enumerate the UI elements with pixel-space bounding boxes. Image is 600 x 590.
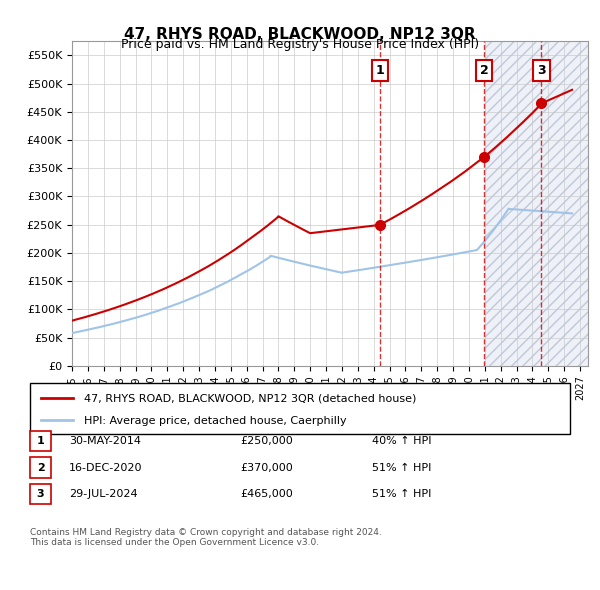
Text: Price paid vs. HM Land Registry's House Price Index (HPI): Price paid vs. HM Land Registry's House … — [121, 38, 479, 51]
Text: £465,000: £465,000 — [240, 489, 293, 499]
Text: 1: 1 — [37, 436, 44, 446]
Text: 51% ↑ HPI: 51% ↑ HPI — [372, 463, 431, 473]
FancyBboxPatch shape — [30, 384, 570, 434]
Text: 51% ↑ HPI: 51% ↑ HPI — [372, 489, 431, 499]
Text: 29-JUL-2024: 29-JUL-2024 — [69, 489, 137, 499]
Text: 40% ↑ HPI: 40% ↑ HPI — [372, 436, 431, 446]
Text: 2: 2 — [480, 64, 488, 77]
Bar — [485, 41, 588, 366]
Text: 47, RHYS ROAD, BLACKWOOD, NP12 3QR (detached house): 47, RHYS ROAD, BLACKWOOD, NP12 3QR (deta… — [84, 394, 416, 404]
Text: 30-MAY-2014: 30-MAY-2014 — [69, 436, 141, 446]
Text: £370,000: £370,000 — [240, 463, 293, 473]
Text: HPI: Average price, detached house, Caerphilly: HPI: Average price, detached house, Caer… — [84, 415, 347, 425]
Bar — [485, 41, 588, 366]
Text: 47, RHYS ROAD, BLACKWOOD, NP12 3QR: 47, RHYS ROAD, BLACKWOOD, NP12 3QR — [124, 27, 476, 41]
Text: 3: 3 — [37, 489, 44, 499]
Text: Contains HM Land Registry data © Crown copyright and database right 2024.: Contains HM Land Registry data © Crown c… — [30, 528, 382, 537]
Text: 2: 2 — [37, 463, 44, 473]
Text: 3: 3 — [537, 64, 546, 77]
Text: 1: 1 — [376, 64, 385, 77]
Text: £250,000: £250,000 — [240, 436, 293, 446]
Text: This data is licensed under the Open Government Licence v3.0.: This data is licensed under the Open Gov… — [30, 538, 319, 547]
Text: 16-DEC-2020: 16-DEC-2020 — [69, 463, 143, 473]
